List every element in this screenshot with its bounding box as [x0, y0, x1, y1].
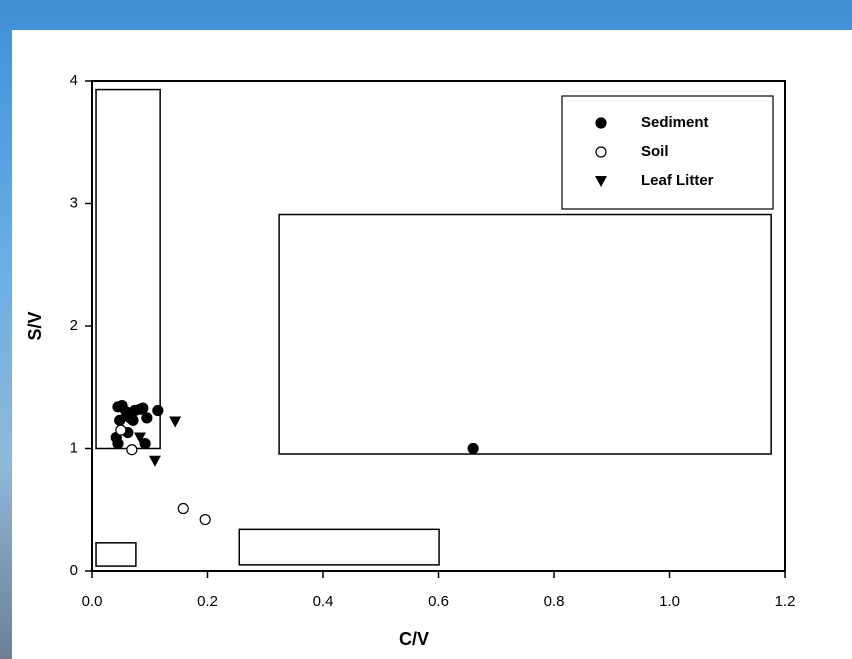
chart: C/V S/V 0.0 0.2 0.4 0.6 0.8 1.0 1.2 0 1 2 3 4 Sedime… — [0, 0, 852, 659]
marker — [178, 504, 188, 514]
y-tick-label: 2 — [70, 317, 78, 334]
marker — [169, 417, 181, 428]
page: C/V S/V 0.0 0.2 0.4 0.6 0.8 1.0 1.2 0 1 2 3 4 Sedime… — [0, 0, 852, 659]
x-tick-label: 0.2 — [197, 593, 218, 610]
legend-marker — [596, 118, 606, 128]
legend-label: Sediment — [641, 114, 709, 131]
region-box — [279, 215, 771, 454]
marker — [153, 406, 163, 416]
marker — [127, 445, 137, 455]
marker — [468, 444, 478, 454]
marker — [142, 413, 152, 423]
marker — [113, 439, 123, 449]
y-tick-label: 4 — [70, 72, 78, 89]
x-axis-label: C/V — [399, 629, 429, 649]
legend-label: Soil — [641, 143, 669, 160]
marker — [149, 456, 161, 467]
x-tick-label: 0.4 — [313, 593, 334, 610]
marker — [128, 415, 138, 425]
y-tick-label: 1 — [70, 439, 78, 456]
y-axis-label: S/V — [25, 311, 45, 340]
marker — [138, 403, 148, 413]
marker — [200, 515, 210, 525]
region-box — [96, 543, 136, 566]
region-box — [96, 90, 160, 449]
marker — [116, 425, 126, 435]
x-tick-label: 0.0 — [82, 593, 103, 610]
region-box — [239, 529, 439, 565]
x-tick-label: 0.8 — [544, 593, 565, 610]
x-tick-label: 1.0 — [659, 593, 680, 610]
x-tick-label: 1.2 — [775, 593, 796, 610]
marker — [115, 415, 125, 425]
legend-label: Leaf Litter — [641, 172, 714, 189]
y-tick-label: 0 — [70, 562, 78, 579]
x-tick-label: 0.6 — [428, 593, 449, 610]
y-tick-label: 3 — [70, 194, 78, 211]
legend-marker — [596, 147, 606, 157]
